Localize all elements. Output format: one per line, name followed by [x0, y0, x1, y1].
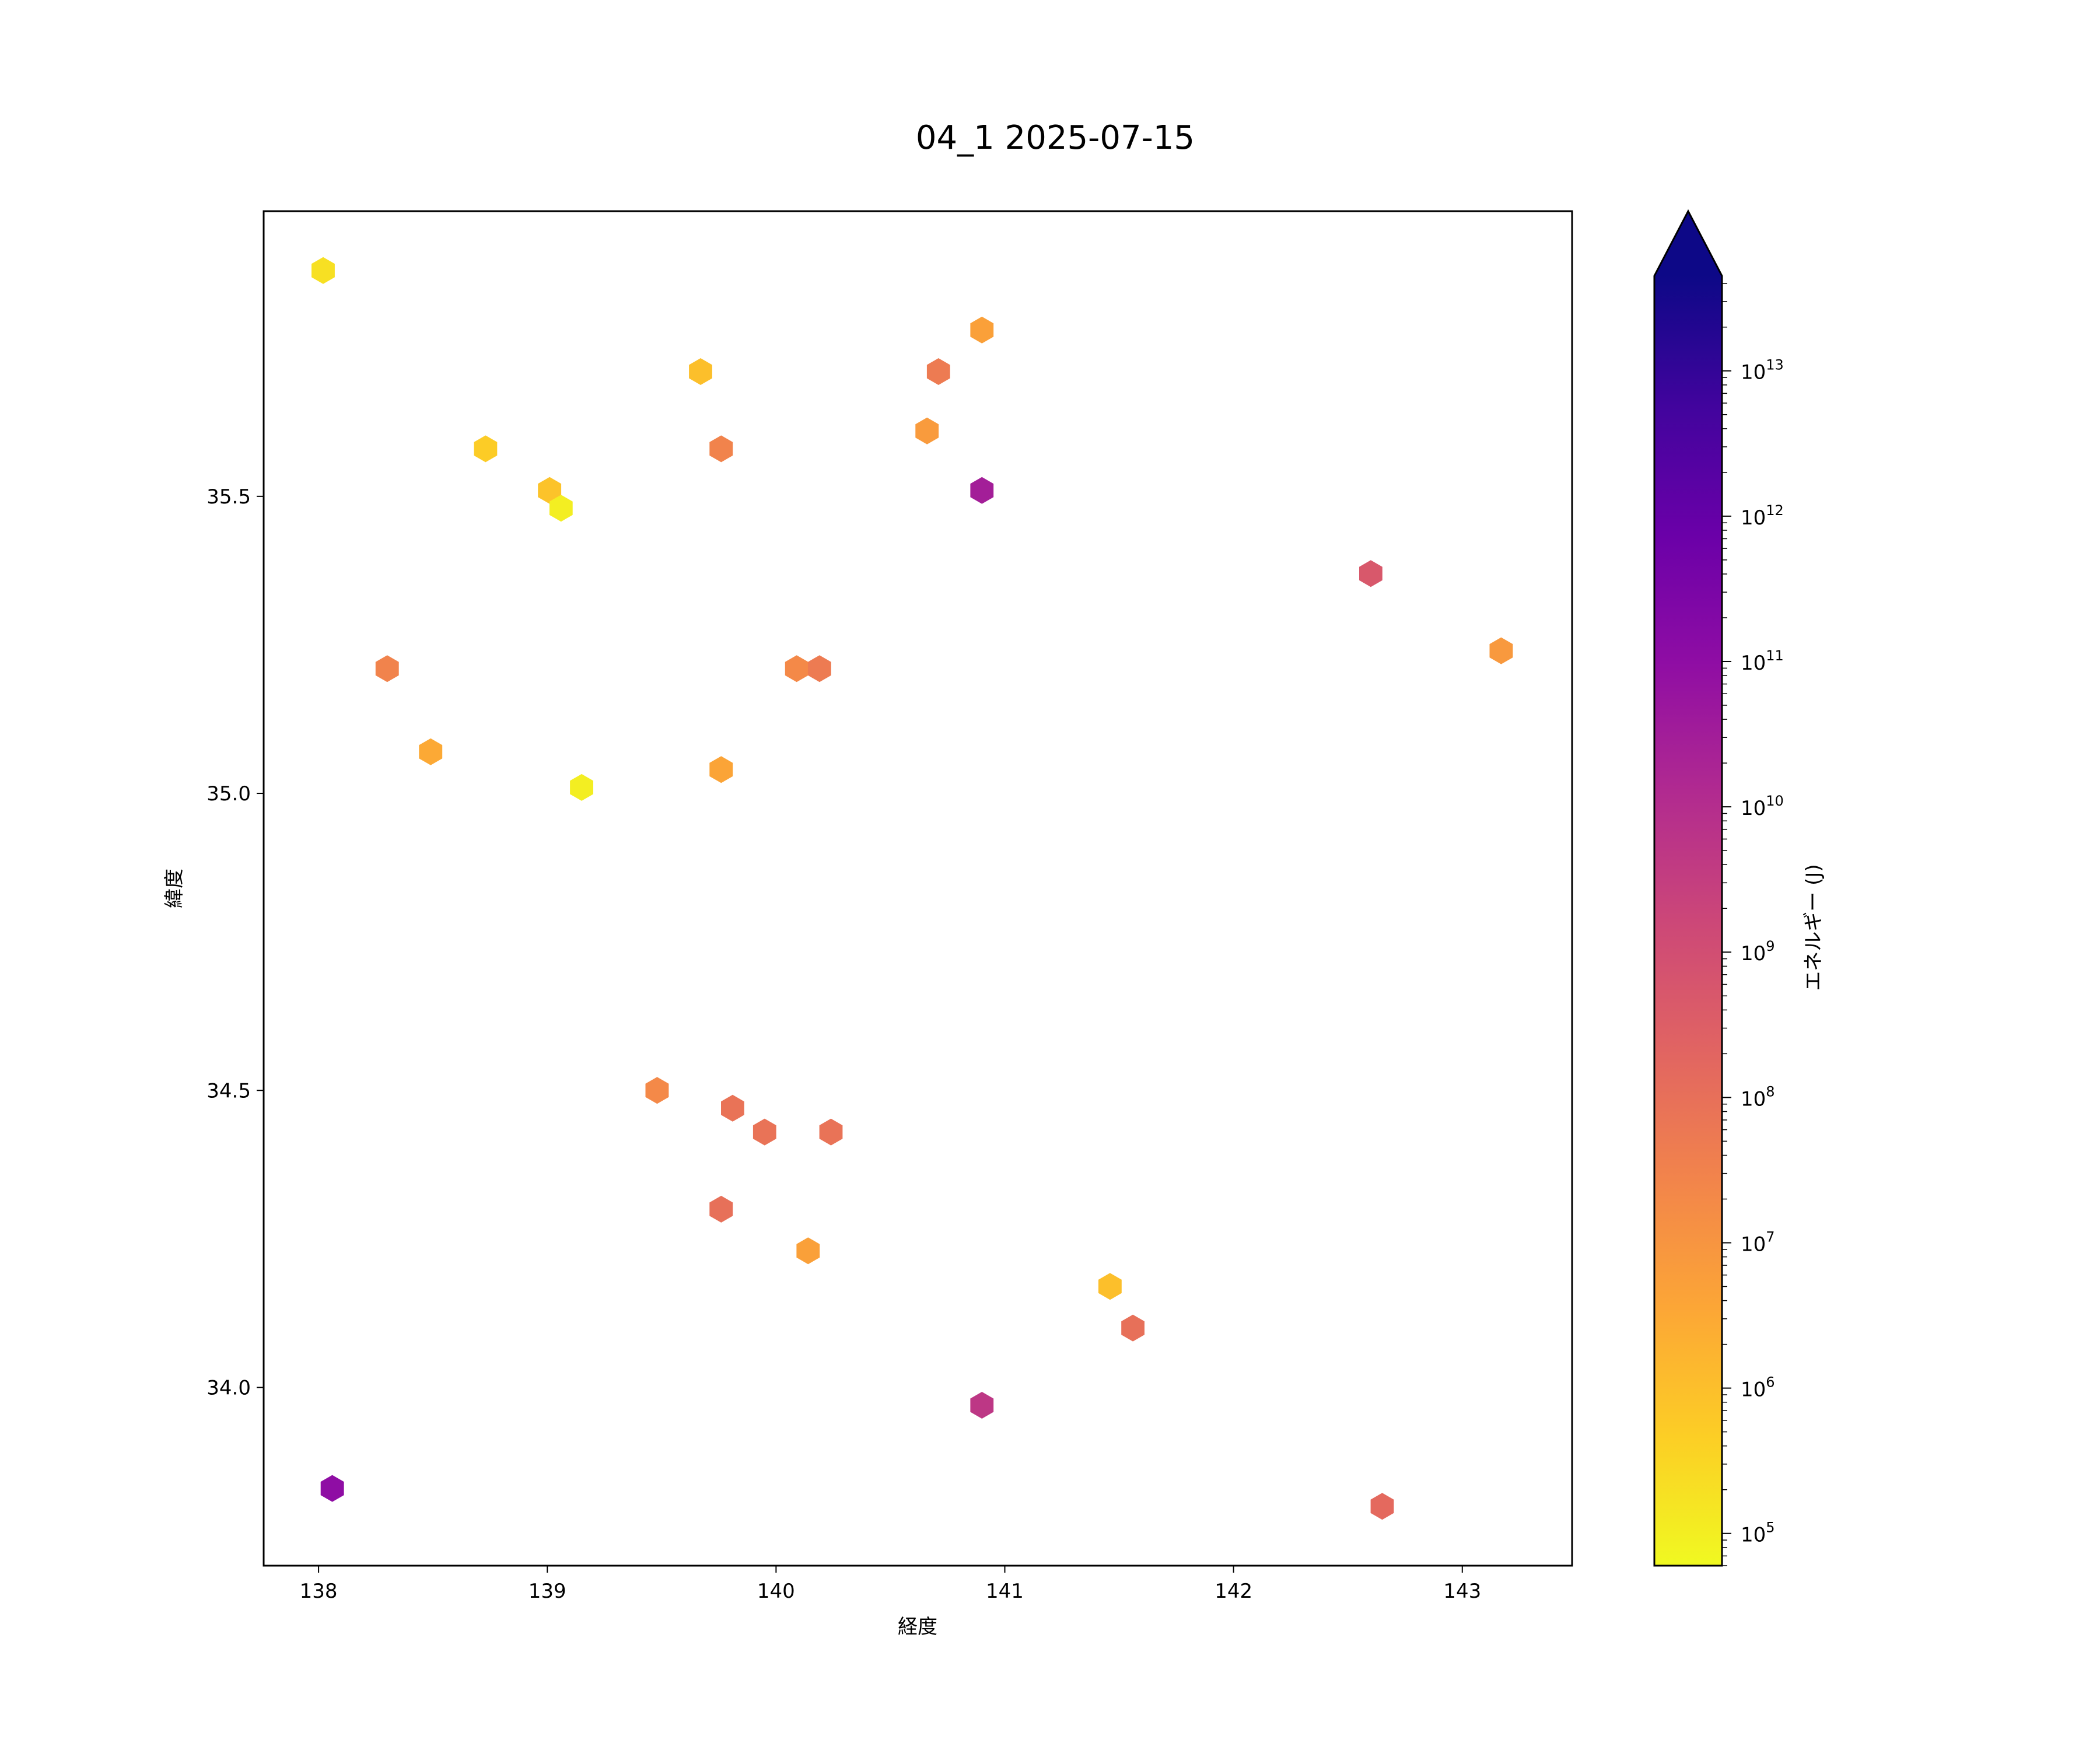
colorbar-gradient [1654, 276, 1722, 1566]
colorbar-tick-label: 107 [1741, 1228, 1775, 1256]
x-tick-label: 143 [1443, 1580, 1481, 1603]
x-tick-label: 141 [986, 1580, 1024, 1603]
hexbin-cell [1098, 1273, 1122, 1300]
tick-exponent: 7 [1766, 1228, 1774, 1245]
hexbin-cell [785, 655, 808, 682]
hexbin-cell [721, 1094, 744, 1122]
colorbar-extend-max [1654, 211, 1722, 276]
tick-exponent: 11 [1766, 648, 1784, 664]
tick-exponent: 13 [1766, 357, 1784, 373]
hexbin-cell [1121, 1314, 1144, 1342]
colorbar-tick-label: 106 [1741, 1374, 1775, 1402]
hexbin-cell [549, 495, 573, 522]
x-axis-label: 経度 [898, 1615, 937, 1639]
hexbin-cell [808, 655, 831, 682]
hexbin-cell [709, 435, 733, 463]
colorbar-tick-label: 108 [1741, 1083, 1775, 1111]
hexbin-cell [645, 1077, 669, 1104]
hexbin-cell [709, 1195, 733, 1223]
colorbar-tick-label: 1012 [1741, 502, 1784, 530]
tick-base: 10 [1741, 506, 1766, 530]
y-axis-label: 緯度 [163, 869, 186, 908]
hexbin-cell [970, 316, 994, 344]
hexbin-cell [1370, 1493, 1394, 1520]
hexbin-cell [312, 257, 335, 284]
tick-base: 10 [1741, 1378, 1766, 1402]
x-tick-label: 142 [1214, 1580, 1252, 1603]
hexbin-cell [689, 358, 712, 385]
y-tick-label: 35.5 [206, 485, 251, 509]
tick-base: 10 [1741, 361, 1766, 384]
hexbin-cell [375, 655, 399, 682]
hexbin-cell [970, 1392, 994, 1419]
hexbin-cell [538, 477, 562, 504]
hexbin-cell [570, 774, 593, 801]
hexbin-cell [320, 1475, 344, 1502]
tick-base: 10 [1741, 797, 1766, 820]
hexbin-cell [796, 1237, 820, 1265]
hexbin-cells [312, 257, 1513, 1520]
tick-exponent: 8 [1766, 1083, 1774, 1100]
hexbin-cell [419, 738, 443, 765]
colorbar-tick-label: 1010 [1741, 793, 1784, 820]
tick-base: 10 [1741, 1233, 1766, 1256]
hexbin-cell [752, 1118, 776, 1146]
tick-exponent: 12 [1766, 502, 1784, 519]
tick-exponent: 6 [1766, 1374, 1774, 1391]
hexbin-cell [970, 477, 994, 504]
tick-exponent: 10 [1766, 793, 1784, 809]
x-axis: 138 139 140 141 142 143 [300, 1566, 1481, 1603]
chart-title: 04_1 2025-07-15 [916, 119, 1195, 157]
colorbar-tick-label: 1013 [1741, 357, 1784, 384]
plot-frame [262, 210, 1573, 1567]
colorbar-outline [1653, 209, 1723, 1567]
x-tick-label: 139 [528, 1580, 566, 1603]
tick-base: 10 [1741, 1087, 1766, 1111]
colorbar-tick-label: 1011 [1741, 648, 1784, 675]
y-axis: 34.0 34.5 35.0 35.5 [206, 485, 264, 1399]
tick-base: 10 [1741, 1524, 1766, 1547]
colorbar-tick-label: 105 [1741, 1520, 1775, 1547]
hexbin-cell [926, 358, 950, 385]
tick-exponent: 5 [1766, 1520, 1774, 1536]
x-tick-label: 138 [300, 1580, 338, 1603]
hexbin-cell [819, 1118, 843, 1146]
colorbar-label: エネルギー (J) [1802, 864, 1825, 991]
hexbin-cell [1359, 560, 1382, 587]
y-tick-label: 34.0 [206, 1376, 251, 1399]
colorbar-tick-label: 109 [1741, 938, 1775, 965]
hexbin-cell [915, 417, 939, 444]
tick-base: 10 [1741, 652, 1766, 675]
x-tick-label: 140 [757, 1580, 795, 1603]
y-tick-label: 34.5 [206, 1079, 251, 1102]
tick-exponent: 9 [1766, 938, 1774, 954]
y-tick-label: 35.0 [206, 782, 251, 806]
hexbin-cell [709, 756, 733, 783]
tick-base: 10 [1741, 942, 1766, 965]
hexbin-cell [474, 435, 498, 463]
hexbin-cell [1489, 637, 1513, 664]
